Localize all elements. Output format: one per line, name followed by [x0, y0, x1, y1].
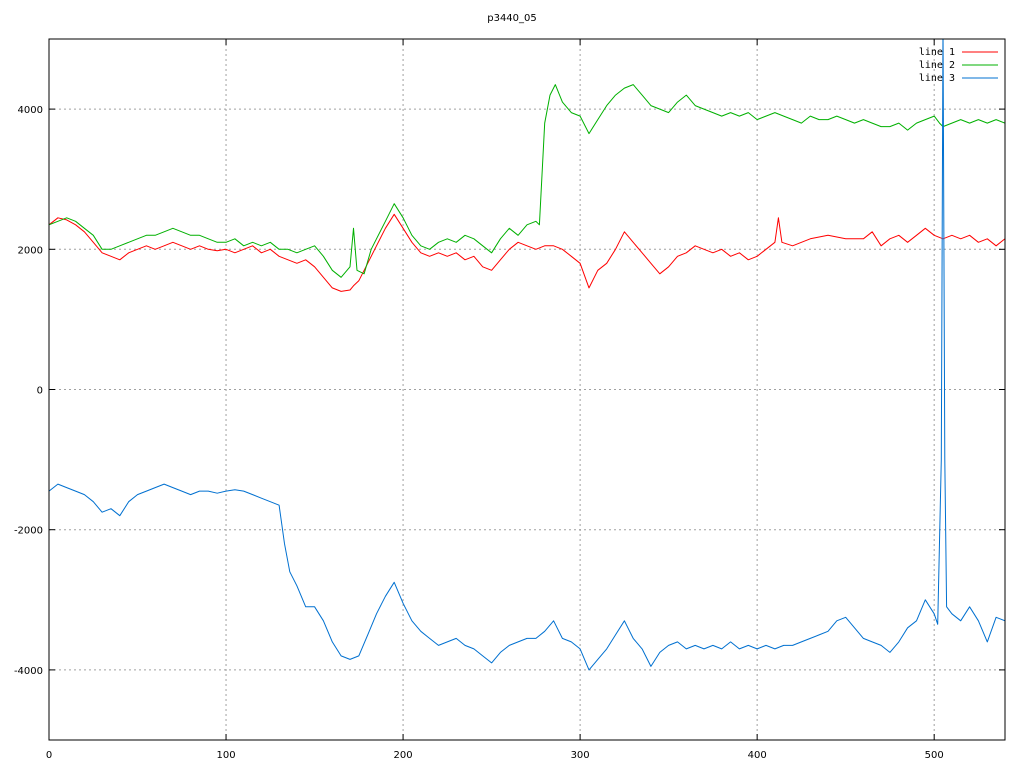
legend-label-3: line 3 — [919, 73, 955, 84]
chart-title: p3440_05 — [487, 13, 537, 24]
legend-label-1: line 1 — [919, 47, 955, 58]
legend: line 1 line 2 line 3 — [919, 47, 998, 84]
series-line-2 — [49, 84, 1005, 278]
y-tick-label: 0 — [37, 386, 43, 397]
series-lines — [49, 39, 1005, 671]
x-tick-label: 200 — [394, 750, 413, 761]
plot-frame — [48, 38, 1006, 741]
y-tick-label: 4000 — [18, 105, 43, 116]
series-line-1 — [49, 213, 1005, 292]
axis-ticks: 0 100 200 300 400 500 -4000 -2000 0 2000 4000 — [14, 39, 1005, 761]
y-tick-label: 2000 — [18, 245, 43, 256]
grid-lines — [49, 39, 1005, 740]
legend-label-2: line 2 — [919, 60, 955, 71]
x-tick-label: 100 — [216, 750, 235, 761]
x-tick-label: 400 — [748, 750, 767, 761]
x-tick-label: 300 — [571, 750, 590, 761]
y-tick-label: -4000 — [14, 666, 43, 677]
series-line-3 — [49, 39, 1005, 671]
x-tick-label: 500 — [925, 750, 944, 761]
x-tick-label: 0 — [46, 750, 52, 761]
y-tick-label: -2000 — [14, 526, 43, 537]
